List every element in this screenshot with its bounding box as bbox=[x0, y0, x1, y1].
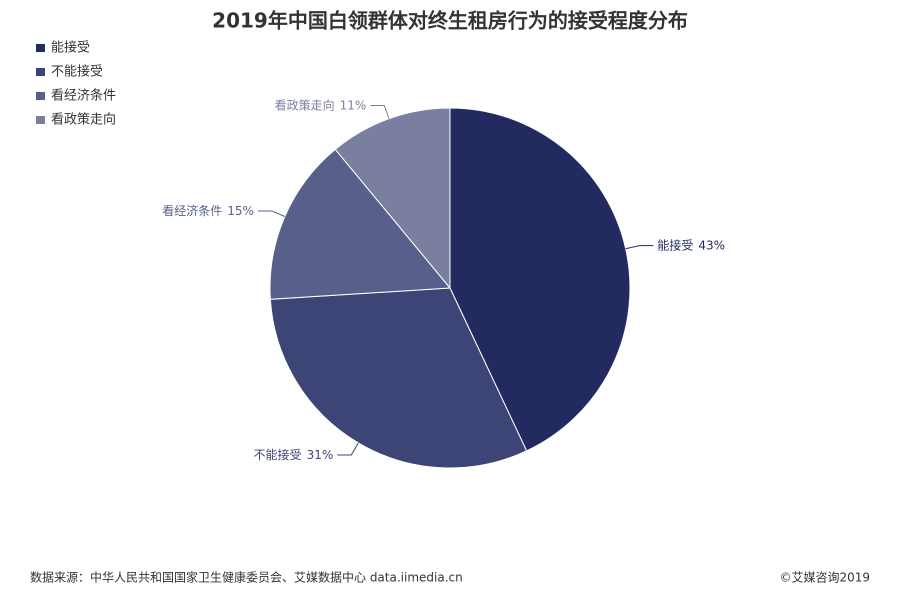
legend-label: 看经济条件 bbox=[51, 88, 116, 104]
leader-line bbox=[370, 104, 390, 119]
legend-swatch bbox=[36, 92, 45, 100]
legend-swatch bbox=[36, 44, 45, 52]
pie-slice bbox=[449, 107, 631, 452]
data-label: 看经济条件 15% bbox=[162, 202, 254, 217]
pie-slice bbox=[334, 107, 451, 290]
label-category: 看政策走向 bbox=[275, 97, 335, 112]
leader-line bbox=[625, 245, 654, 250]
label-category: 看经济条件 bbox=[162, 202, 222, 217]
leader-line bbox=[257, 210, 286, 217]
chart-title: 2019年中国白领群体对终生租房行为的接受程度分布 bbox=[212, 9, 688, 33]
label-value: 43% bbox=[698, 238, 725, 252]
pie-slice bbox=[269, 148, 452, 300]
label-category: 不能接受 bbox=[254, 446, 302, 461]
legend-label: 不能接受 bbox=[51, 64, 103, 80]
label-value: 15% bbox=[227, 203, 254, 217]
source: 数据来源：中华人民共和国国家卫生健康委员会、艾媒数据中心 data.iimedi… bbox=[30, 570, 463, 585]
leader-line bbox=[337, 442, 359, 456]
legend-swatch bbox=[36, 68, 45, 76]
data-label: 能接受 43% bbox=[657, 237, 725, 252]
label-category: 能接受 bbox=[657, 237, 693, 252]
label-value: 11% bbox=[340, 98, 367, 112]
legend-swatch bbox=[36, 116, 45, 124]
label-value: 31% bbox=[307, 447, 334, 461]
copyright: ©艾媒咨询2019 bbox=[779, 570, 870, 585]
legend-label: 能接受 bbox=[51, 40, 90, 56]
legend-label: 看政策走向 bbox=[51, 112, 116, 128]
data-label: 不能接受 31% bbox=[254, 446, 334, 461]
data-label: 看政策走向 11% bbox=[275, 97, 367, 112]
